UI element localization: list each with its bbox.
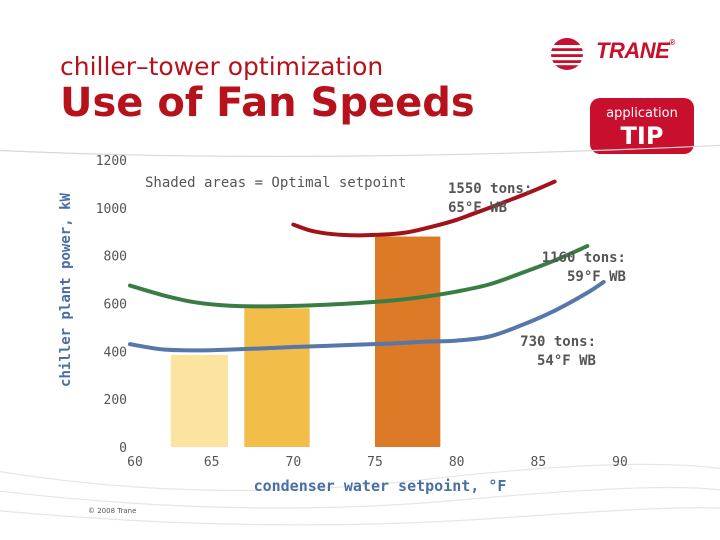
series-label-2-line-2: 59°F WB <box>567 269 626 285</box>
y-tick-label-400: 400 <box>104 345 127 360</box>
x-tick-label-60: 60 <box>127 455 143 470</box>
slide-title: Use of Fan Speeds <box>60 80 475 126</box>
series-curve-3 <box>128 279 606 353</box>
trane-logo-icon <box>551 38 587 70</box>
y-tick-label-600: 600 <box>104 298 127 313</box>
x-tick-label-65: 65 <box>204 455 220 470</box>
y-tick-label-1200: 1200 <box>96 154 127 169</box>
series-label-3-line-2: 54°F WB <box>537 353 596 369</box>
shaded-areas-note: Shaded areas = Optimal setpoint <box>145 175 406 191</box>
y-tick-label-1000: 1000 <box>96 202 127 217</box>
y-tick-label-0: 0 <box>119 441 127 456</box>
x-tick-label-70: 70 <box>286 455 302 470</box>
slide-subtitle: chiller–tower optimization <box>60 52 384 81</box>
series-curve-1 <box>291 179 557 238</box>
trane-logo-text: TRANE® <box>596 38 675 64</box>
background-swoosh-decoration <box>0 144 720 526</box>
badge-tip-label: TIP <box>620 122 664 150</box>
y-axis-label: chiller plant power, kW <box>58 193 74 387</box>
application-tip-badge: application TIP <box>590 98 694 154</box>
y-tick-label-800: 800 <box>104 250 127 265</box>
x-tick-label-80: 80 <box>449 455 465 470</box>
badge-application-label: application <box>606 106 678 121</box>
series-curve-2 <box>128 244 590 309</box>
optimal-setpoint-bar-2 <box>244 308 310 447</box>
logo-wordmark: TRANE <box>596 38 670 63</box>
series-label-1-line-1: 1550 tons: <box>448 181 532 197</box>
optimal-setpoint-bar-1 <box>170 354 228 447</box>
x-tick-label-75: 75 <box>367 455 383 470</box>
x-tick-label-85: 85 <box>531 455 547 470</box>
x-tick-label-90: 90 <box>612 455 628 470</box>
copyright-footer: © 2008 Trane <box>88 507 137 515</box>
y-tick-label-200: 200 <box>104 393 127 408</box>
series-label-2-line-1: 1160 tons: <box>542 250 626 266</box>
x-axis-label: condenser water setpoint, °F <box>254 477 507 495</box>
series-label-3-line-1: 730 tons: <box>520 334 596 350</box>
logo-registered-mark: ® <box>669 38 675 47</box>
series-label-1-line-2: 65°F WB <box>448 200 507 216</box>
